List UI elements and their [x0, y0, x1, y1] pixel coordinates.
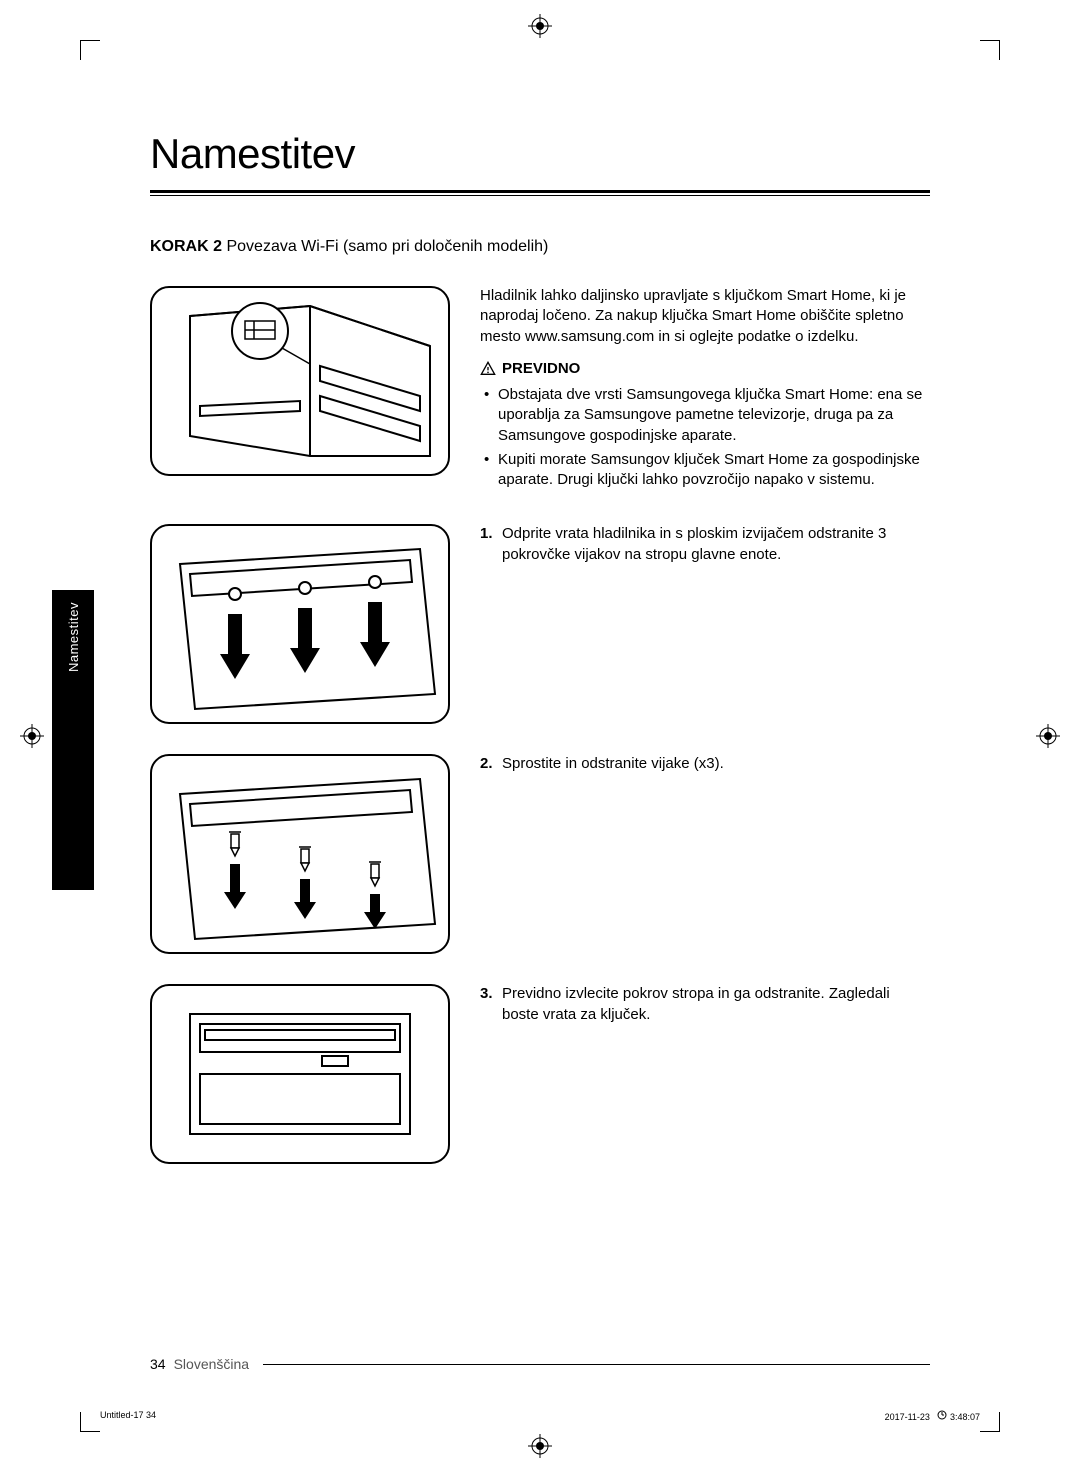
meta-left: Untitled-17 34 — [100, 1410, 156, 1422]
warning-list: Obstajata dve vrsti Samsungovega ključka… — [480, 385, 930, 490]
page-footer: 34 Slovenščina — [150, 1356, 930, 1372]
page-number: 34 — [150, 1356, 166, 1372]
step-title: Povezava Wi-Fi (samo pri določenih model… — [226, 238, 548, 255]
step-prefix: KORAK 2 — [150, 238, 222, 255]
step-list: 1.Odprite vrata hladilnika in s ploskim … — [480, 524, 930, 565]
figure-step-3 — [150, 984, 450, 1164]
figure-step-2 — [150, 754, 450, 954]
print-meta: Untitled-17 34 2017-11-23 3:48:07 — [100, 1410, 980, 1422]
list-item: Kupiti morate Samsungov ključek Smart Ho… — [480, 450, 930, 491]
figure-step-1 — [150, 524, 450, 724]
title-rule-thin — [150, 195, 930, 196]
footer-rule — [263, 1364, 930, 1365]
language-label: Slovenščina — [174, 1356, 250, 1372]
list-item: 3.Previdno izvlecite pokrov stropa in ga… — [480, 984, 930, 1025]
list-item: 1.Odprite vrata hladilnika in s ploskim … — [480, 524, 930, 565]
list-item: 2.Sprostite in odstranite vijake (x3). — [480, 754, 930, 774]
meta-right: 2017-11-23 3:48:07 — [885, 1410, 980, 1422]
clock-icon — [937, 1410, 947, 1420]
figure-intro — [150, 286, 450, 494]
step-heading: KORAK 2 Povezava Wi-Fi (samo pri določen… — [150, 238, 930, 256]
registration-mark-icon — [20, 724, 44, 748]
list-item: Obstajata dve vrsti Samsungovega ključka… — [480, 385, 930, 446]
registration-mark-icon — [528, 1434, 552, 1458]
side-tab-label: Namestitev — [66, 602, 81, 672]
page-body: Namestitev Namestitev KORAK 2 Povezava W… — [150, 130, 930, 1372]
step-list: 2.Sprostite in odstranite vijake (x3). — [480, 754, 930, 774]
step-list: 3.Previdno izvlecite pokrov stropa in ga… — [480, 984, 930, 1025]
intro-text: Hladilnik lahko daljinsko upravljate s k… — [480, 286, 930, 347]
registration-mark-icon — [528, 14, 552, 38]
page-title: Namestitev — [150, 130, 930, 186]
warning-icon — [480, 361, 496, 377]
warning-heading: PREVIDNO — [480, 359, 930, 379]
title-rule — [150, 190, 930, 193]
warning-label: PREVIDNO — [502, 359, 580, 379]
side-tab: Namestitev — [52, 590, 94, 890]
registration-mark-icon — [1036, 724, 1060, 748]
